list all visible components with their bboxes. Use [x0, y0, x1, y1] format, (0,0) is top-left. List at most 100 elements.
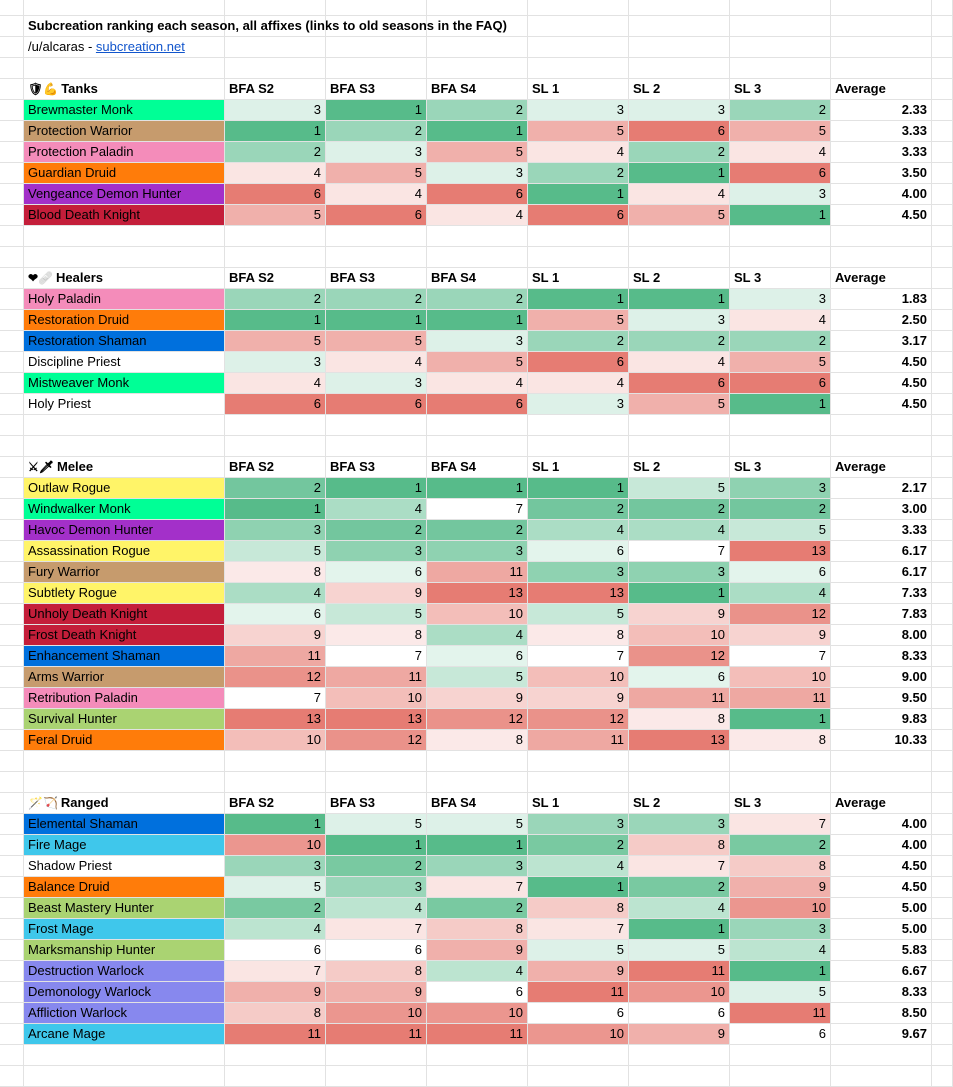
rank-cell[interactable]: 8 — [326, 961, 427, 982]
cell[interactable] — [24, 1066, 225, 1087]
rank-cell[interactable]: 6 — [427, 646, 528, 667]
spec-name[interactable]: Vengeance Demon Hunter — [24, 184, 225, 205]
cell[interactable] — [831, 226, 932, 247]
rank-cell[interactable]: 4 — [629, 520, 730, 541]
rank-cell[interactable]: 8 — [730, 730, 831, 751]
cell[interactable] — [730, 772, 831, 793]
column-header[interactable]: BFA S4 — [427, 268, 528, 289]
rank-cell[interactable]: 6 — [730, 1024, 831, 1045]
average-cell[interactable]: 4.00 — [831, 835, 932, 856]
cell[interactable] — [932, 814, 953, 835]
spec-name[interactable]: Affliction Warlock — [24, 1003, 225, 1024]
rank-cell[interactable]: 2 — [629, 499, 730, 520]
row-gutter[interactable] — [0, 499, 24, 520]
rank-cell[interactable]: 5 — [427, 142, 528, 163]
average-cell[interactable]: 9.83 — [831, 709, 932, 730]
cell[interactable] — [326, 772, 427, 793]
rank-cell[interactable]: 2 — [225, 142, 326, 163]
rank-cell[interactable]: 4 — [326, 352, 427, 373]
cell[interactable] — [932, 478, 953, 499]
spec-name[interactable]: Arms Warrior — [24, 667, 225, 688]
spec-name[interactable]: Restoration Druid — [24, 310, 225, 331]
rank-cell[interactable]: 12 — [427, 709, 528, 730]
cell[interactable] — [932, 394, 953, 415]
rank-cell[interactable]: 4 — [326, 499, 427, 520]
column-header[interactable]: Average — [831, 457, 932, 478]
rank-cell[interactable]: 3 — [528, 562, 629, 583]
cell[interactable] — [932, 709, 953, 730]
cell[interactable] — [225, 0, 326, 16]
rank-cell[interactable]: 9 — [629, 1024, 730, 1045]
rank-cell[interactable]: 8 — [225, 1003, 326, 1024]
cell[interactable] — [629, 247, 730, 268]
rank-cell[interactable]: 7 — [730, 646, 831, 667]
cell[interactable] — [528, 1066, 629, 1087]
spec-name[interactable]: Protection Paladin — [24, 142, 225, 163]
row-gutter[interactable] — [0, 268, 24, 289]
spec-name[interactable]: Unholy Death Knight — [24, 604, 225, 625]
rank-cell[interactable]: 6 — [225, 940, 326, 961]
rank-cell[interactable]: 3 — [225, 352, 326, 373]
row-gutter[interactable] — [0, 898, 24, 919]
rank-cell[interactable]: 6 — [326, 394, 427, 415]
rank-cell[interactable]: 10 — [427, 604, 528, 625]
column-header[interactable]: BFA S2 — [225, 79, 326, 100]
spec-name[interactable]: Outlaw Rogue — [24, 478, 225, 499]
cell[interactable] — [528, 0, 629, 16]
rank-cell[interactable]: 2 — [730, 835, 831, 856]
rank-cell[interactable]: 3 — [225, 100, 326, 121]
cell[interactable] — [831, 772, 932, 793]
cell[interactable] — [932, 919, 953, 940]
rank-cell[interactable]: 7 — [427, 499, 528, 520]
cell[interactable] — [932, 1024, 953, 1045]
rank-cell[interactable]: 12 — [730, 604, 831, 625]
cell[interactable] — [932, 625, 953, 646]
row-gutter[interactable] — [0, 331, 24, 352]
rank-cell[interactable]: 5 — [528, 121, 629, 142]
cell[interactable] — [427, 226, 528, 247]
rank-cell[interactable]: 6 — [730, 373, 831, 394]
rank-cell[interactable]: 12 — [528, 709, 629, 730]
rank-cell[interactable]: 2 — [225, 478, 326, 499]
spec-name[interactable]: Blood Death Knight — [24, 205, 225, 226]
cell[interactable] — [427, 436, 528, 457]
cell[interactable] — [225, 247, 326, 268]
cell[interactable] — [730, 415, 831, 436]
column-header[interactable]: BFA S4 — [427, 457, 528, 478]
cell[interactable] — [528, 772, 629, 793]
rank-cell[interactable]: 3 — [629, 100, 730, 121]
average-cell[interactable]: 8.33 — [831, 982, 932, 1003]
cell[interactable] — [225, 772, 326, 793]
rank-cell[interactable]: 4 — [427, 205, 528, 226]
column-header[interactable]: BFA S3 — [326, 793, 427, 814]
spec-name[interactable]: Beast Mastery Hunter — [24, 898, 225, 919]
rank-cell[interactable]: 7 — [629, 856, 730, 877]
rank-cell[interactable]: 6 — [427, 184, 528, 205]
rank-cell[interactable]: 6 — [427, 982, 528, 1003]
spec-name[interactable]: Mistweaver Monk — [24, 373, 225, 394]
spec-name[interactable]: Guardian Druid — [24, 163, 225, 184]
credit-cell[interactable]: /u/alcaras - subcreation.net — [24, 37, 225, 58]
rank-cell[interactable]: 5 — [730, 982, 831, 1003]
rank-cell[interactable]: 8 — [427, 730, 528, 751]
cell[interactable] — [24, 415, 225, 436]
rank-cell[interactable]: 12 — [225, 667, 326, 688]
cell[interactable] — [225, 415, 326, 436]
rank-cell[interactable]: 6 — [225, 184, 326, 205]
rank-cell[interactable]: 5 — [629, 478, 730, 499]
rank-cell[interactable]: 5 — [528, 310, 629, 331]
rank-cell[interactable]: 12 — [629, 646, 730, 667]
rank-cell[interactable]: 3 — [427, 331, 528, 352]
rank-cell[interactable]: 4 — [528, 373, 629, 394]
cell[interactable] — [831, 247, 932, 268]
rank-cell[interactable]: 9 — [629, 604, 730, 625]
rank-cell[interactable]: 1 — [427, 478, 528, 499]
spec-name[interactable]: Enhancement Shaman — [24, 646, 225, 667]
row-gutter[interactable] — [0, 751, 24, 772]
cell[interactable] — [932, 940, 953, 961]
spec-name[interactable]: Brewmaster Monk — [24, 100, 225, 121]
rank-cell[interactable]: 11 — [427, 562, 528, 583]
rank-cell[interactable]: 6 — [528, 352, 629, 373]
cell[interactable] — [225, 37, 326, 58]
rank-cell[interactable]: 8 — [730, 856, 831, 877]
